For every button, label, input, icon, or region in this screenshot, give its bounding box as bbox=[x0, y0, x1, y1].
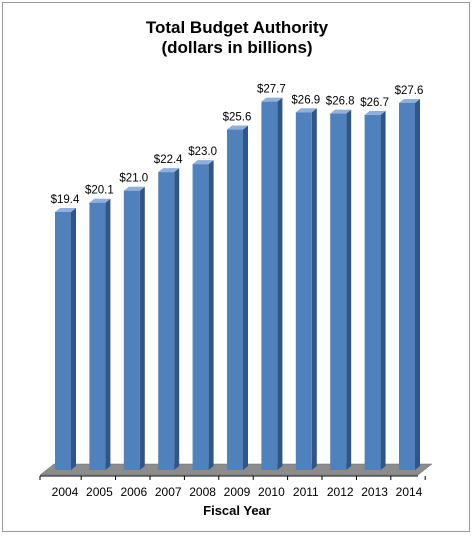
bar-top bbox=[399, 98, 420, 103]
bar-top bbox=[330, 109, 352, 114]
x-tick-label: 2010 bbox=[258, 485, 285, 499]
bar-side bbox=[105, 198, 111, 470]
bar bbox=[89, 202, 106, 470]
data-label: $22.4 bbox=[154, 154, 183, 166]
data-label: $27.7 bbox=[257, 84, 286, 96]
bar bbox=[55, 212, 71, 470]
bar-top bbox=[158, 168, 180, 173]
x-tick-label: 2007 bbox=[155, 485, 182, 499]
bar-top bbox=[364, 110, 386, 115]
x-tick-label: 2005 bbox=[86, 485, 113, 499]
data-label: $20.1 bbox=[85, 185, 114, 197]
bar bbox=[295, 112, 312, 470]
data-label: $26.8 bbox=[326, 96, 355, 108]
x-axis-label: Fiscal Year bbox=[203, 503, 271, 518]
bar-top bbox=[89, 198, 111, 203]
x-tick-label: 2011 bbox=[293, 485, 319, 499]
data-label: $26.7 bbox=[360, 97, 389, 109]
bar bbox=[364, 114, 381, 470]
chart-subtitle: (dollars in billions) bbox=[161, 38, 313, 57]
bar bbox=[399, 102, 415, 470]
bar-top bbox=[55, 208, 76, 213]
bar-side bbox=[71, 208, 76, 470]
bar bbox=[227, 129, 243, 471]
bar-side bbox=[277, 97, 283, 470]
bar-top bbox=[261, 97, 283, 102]
x-tick-label: 2006 bbox=[120, 485, 147, 499]
x-tick-label: 2014 bbox=[396, 485, 423, 499]
data-label: $19.4 bbox=[51, 194, 80, 206]
bar-top bbox=[192, 160, 214, 165]
bar-top bbox=[295, 108, 317, 113]
x-tick-label: 2008 bbox=[189, 485, 216, 499]
data-label: $27.6 bbox=[395, 85, 424, 97]
bar bbox=[330, 113, 347, 470]
bar-side bbox=[311, 108, 317, 470]
bar-top bbox=[123, 186, 145, 191]
bar bbox=[261, 101, 278, 470]
x-tick-label: 2004 bbox=[52, 485, 79, 499]
x-tick-label: 2012 bbox=[327, 485, 354, 499]
chart-title: Total Budget Authority bbox=[145, 18, 329, 37]
bar-side bbox=[139, 186, 145, 470]
bar-side bbox=[243, 125, 248, 471]
bar bbox=[192, 164, 209, 470]
bar-side bbox=[346, 109, 352, 470]
bar-side bbox=[415, 98, 420, 470]
x-tick-label: 2009 bbox=[224, 485, 251, 499]
x-tick-label: 2013 bbox=[361, 485, 388, 499]
bar-side bbox=[174, 168, 180, 470]
bar-top bbox=[227, 125, 248, 130]
data-label: $25.6 bbox=[223, 112, 252, 124]
data-label: $23.0 bbox=[188, 146, 217, 158]
data-label: $21.0 bbox=[119, 173, 148, 185]
bar-side bbox=[380, 110, 386, 470]
data-label: $26.9 bbox=[291, 94, 320, 106]
bar bbox=[158, 172, 175, 470]
bar bbox=[123, 190, 140, 470]
bar-side bbox=[208, 160, 214, 470]
